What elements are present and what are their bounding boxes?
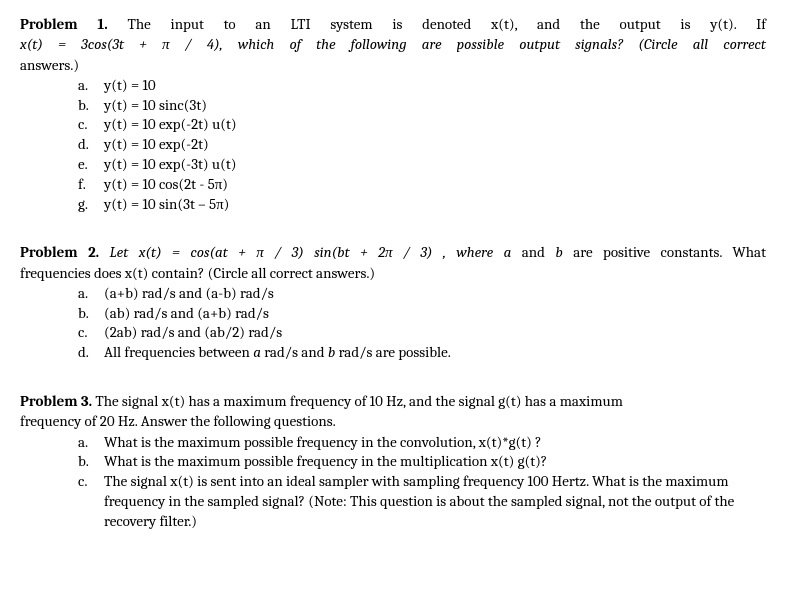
problem-2-b: b [555,243,562,261]
problem-1-option-c: c. y(t) = 10 exp(-2t) u(t) [78,115,766,135]
problem-3-line1: Problem 3. The signal x(t) has a maximum… [20,391,766,411]
problem-1-option-a: a. y(t) = 10 [78,76,766,96]
problem-3-line2: frequency of 20 Hz. Answer the following… [20,411,766,431]
problem-1-option-b: b. y(t) = 10 sinc(3t) [78,96,766,116]
option-text: y(t) = 10 exp(-2t) [104,135,209,155]
option-letter: b. [78,452,104,472]
problem-2-options: a. (a+b) rad/s and (a-b) rad/s b. (ab) r… [78,284,766,363]
opt-d-a: a [253,343,261,361]
option-letter: g. [78,195,104,215]
problem-1-options: a. y(t) = 10 b. y(t) = 10 sinc(3t) c. y(… [78,76,766,215]
problem-1-line1-text: The input to an LTI system is denoted x(… [108,15,766,33]
option-text: What is the maximum possible frequency i… [104,433,766,453]
option-text: y(t) = 10 exp(-2t) u(t) [104,115,237,135]
opt-d-post: rad/s are possible. [335,343,451,361]
option-letter: a. [78,284,104,304]
problem-3-option-a: a. What is the maximum possible frequenc… [78,433,766,453]
option-text: y(t) = 10 sinc(3t) [104,96,207,116]
option-letter: f. [78,175,104,195]
problem-3-options: a. What is the maximum possible frequenc… [78,433,766,532]
problem-2-line2: frequencies does x(t) contain? (Circle a… [20,263,766,283]
problem-1-equation: x(t) = 3cos(3t + π / 4), which of the fo… [20,35,766,53]
option-text: y(t) = 10 [104,76,156,96]
option-text: What is the maximum possible frequency i… [104,452,766,472]
option-text: y(t) = 10 sin(3t – 5π) [104,195,229,215]
option-text: y(t) = 10 exp(-3t) u(t) [104,155,236,175]
option-text: (2ab) rad/s and (ab/2) rad/s [104,323,282,343]
option-letter: c. [78,115,104,135]
option-letter: c. [78,323,104,343]
problem-3-line1-text: The signal x(t) has a maximum frequency … [92,392,623,410]
problem-2-and: and [511,243,555,261]
problem-3-title: Problem 3. [20,392,92,410]
problem-2-title: Problem 2. [20,243,99,261]
opt-d-pre: All frequencies between [104,343,253,361]
problem-1-title: Problem 1. [20,15,108,33]
problem-1-line1: Problem 1. The input to an LTI system is… [20,14,766,34]
option-letter: e. [78,155,104,175]
problem-2-option-b: b. (ab) rad/s and (a+b) rad/s [78,304,766,324]
problem-2: Problem 2. Let x(t) = cos(at + π / 3) si… [20,242,766,363]
problem-3-option-b: b. What is the maximum possible frequenc… [78,452,766,472]
option-letter: d. [78,343,104,363]
problem-1-option-f: f. y(t) = 10 cos(2t - 5π) [78,175,766,195]
opt-d-mid: rad/s and [261,343,328,361]
problem-2-option-d: d. All frequencies between a rad/s and b… [78,343,766,363]
option-letter: b. [78,304,104,324]
option-letter: d. [78,135,104,155]
problem-1: Problem 1. The input to an LTI system is… [20,14,766,214]
option-letter: c. [78,472,104,531]
option-text: The signal x(t) is sent into an ideal sa… [104,472,766,531]
problem-2-option-a: a. (a+b) rad/s and (a-b) rad/s [78,284,766,304]
option-text: y(t) = 10 cos(2t - 5π) [104,175,228,195]
option-text: (a+b) rad/s and (a-b) rad/s [104,284,274,304]
option-text: (ab) rad/s and (a+b) rad/s [104,304,269,324]
problem-1-line2: x(t) = 3cos(3t + π / 4), which of the fo… [20,34,766,54]
problem-3: Problem 3. The signal x(t) has a maximum… [20,391,766,531]
problem-2-eq: Let x(t) = cos(at + π / 3) sin(bt + 2π /… [99,243,503,261]
option-letter: a. [78,76,104,96]
option-letter: b. [78,96,104,116]
problem-1-option-e: e. y(t) = 10 exp(-3t) u(t) [78,155,766,175]
option-letter: a. [78,433,104,453]
problem-1-option-d: d. y(t) = 10 exp(-2t) [78,135,766,155]
problem-2-rest: are positive constants. What [563,243,766,261]
problem-3-option-c: c. The signal x(t) is sent into an ideal… [78,472,766,531]
option-text: All frequencies between a rad/s and b ra… [104,343,451,363]
problem-2-option-c: c. (2ab) rad/s and (ab/2) rad/s [78,323,766,343]
problem-1-option-g: g. y(t) = 10 sin(3t – 5π) [78,195,766,215]
problem-1-line3: answers.) [20,55,766,75]
problem-2-line1: Problem 2. Let x(t) = cos(at + π / 3) si… [20,242,766,262]
